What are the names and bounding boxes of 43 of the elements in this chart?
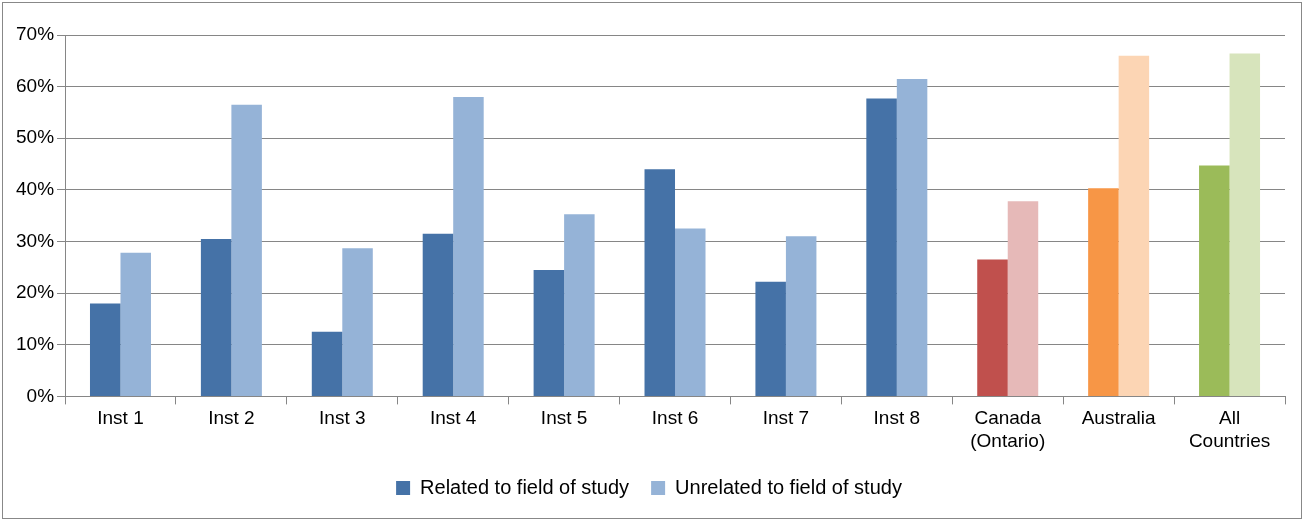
bar [533,269,565,396]
x-tick-label: Australia [1081,407,1157,429]
y-tick-label: 20% [16,281,55,303]
y-tick-label: 10% [16,333,55,355]
bar [120,252,151,396]
x-tick-label: Inst 2 [208,407,255,429]
x-tick-label: Canada (Ontario) [970,407,1046,451]
bar [755,281,786,396]
x-tick-label: Inst 1 [97,407,144,429]
legend-label: Unrelated to field of study [675,475,902,498]
bar [1229,53,1261,396]
bar [231,104,262,396]
x-tick-label: Inst 4 [429,407,477,429]
x-tick-label: Inst 6 [651,407,699,429]
bar [1007,201,1039,396]
bar [1118,55,1150,396]
y-tick-label: 40% [16,178,55,200]
x-tick-label: Inst 8 [873,407,921,429]
bar [675,228,706,396]
x-tick-label: Inst 5 [540,407,588,429]
bar [89,303,121,396]
y-tick-label: 70% [16,23,55,45]
bar [311,331,343,396]
x-tick-label: Inst 3 [319,407,366,429]
y-tick-label: 50% [16,126,55,148]
bar [200,238,232,396]
bar [342,248,373,396]
x-tick-label: All Countries [1188,407,1271,451]
y-tick-label: 0% [26,384,55,406]
bar [977,259,1008,396]
y-tick-label: 30% [16,229,55,251]
bar [1199,165,1230,396]
bar [644,169,676,396]
bar [1088,188,1119,396]
bar [564,214,595,396]
y-tick-label: 60% [16,74,55,96]
bar [785,236,817,396]
legend-label: Related to field of study [420,475,630,498]
bar [453,96,484,396]
bar [866,98,897,396]
bar [896,78,928,396]
bar [422,233,454,396]
x-tick-label: Inst 7 [762,407,810,429]
